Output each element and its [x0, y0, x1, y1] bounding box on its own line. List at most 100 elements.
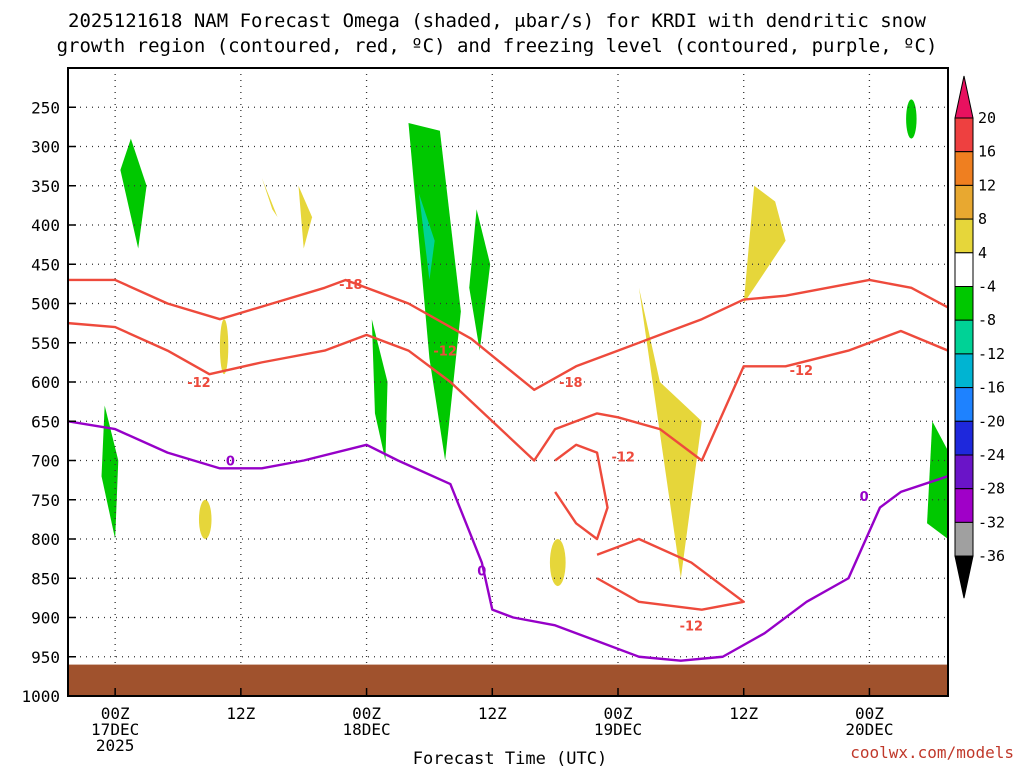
omega-region-6: [906, 99, 917, 139]
x-tick-label-4-1: 19DEC: [594, 720, 642, 739]
contour-lines: [68, 278, 948, 662]
x-tick-label-6-0: 00Z: [855, 704, 884, 723]
omega-shading-layer: [101, 99, 948, 587]
omega-region-14: [198, 499, 212, 539]
y-tick-label-13: 900: [31, 609, 60, 628]
contour-line-4: [68, 420, 948, 662]
colorbar-swatch-10: [954, 420, 974, 456]
contour-label-2: -12: [187, 376, 211, 391]
y-tick-label-6: 550: [31, 334, 60, 353]
omega-region-8: [261, 177, 278, 218]
x-tick-label-3-0: 12Z: [478, 704, 507, 723]
contour-label-0: -18: [339, 278, 363, 293]
omega-region-7: [418, 193, 435, 280]
colorbar-bottom-arrow: [954, 555, 974, 599]
y-tick-label-5: 500: [31, 295, 60, 314]
x-tick-label-0-2: 2025: [96, 736, 135, 755]
x-tick-label-5-0: 12Z: [729, 704, 758, 723]
y-tick-label-9: 700: [31, 452, 60, 471]
colorbar-label-0: 20: [978, 109, 996, 127]
colorbar-label-3: 8: [978, 210, 987, 228]
y-tick-label-12: 850: [31, 569, 60, 588]
omega-region-10: [219, 319, 229, 375]
contour-label-8: 0: [477, 564, 486, 579]
y-tick-label-11: 800: [31, 530, 60, 549]
colorbar-label-7: -12: [978, 345, 1005, 363]
omega-region-4: [469, 209, 491, 351]
x-tick-label-0-0: 00Z: [101, 704, 130, 723]
colorbar-swatch-1: [954, 117, 974, 153]
y-tick-label-15: 1000: [21, 687, 60, 706]
y-tick-label-1: 300: [31, 138, 60, 157]
omega-region-13: [549, 539, 566, 587]
colorbar-swatch-13: [954, 521, 974, 557]
colorbar-label-9: -20: [978, 412, 1005, 430]
colorbar-label-2: 12: [978, 176, 996, 194]
y-tick-label-3: 400: [31, 216, 60, 235]
contour-label-1: -12: [433, 345, 457, 360]
colorbar-label-1: 16: [978, 143, 996, 161]
contour-line-0: [68, 278, 948, 392]
y-tick-label-10: 750: [31, 491, 60, 510]
omega-region-3: [371, 319, 388, 461]
plot-area: -18 -12 -12 -18 -12 -12 -12 0 0 0: [68, 68, 948, 696]
colorbar-label-6: -8: [978, 311, 996, 329]
contour-label-5: -12: [790, 364, 814, 379]
x-tick-label-2-1: 18DEC: [342, 720, 390, 739]
omega-region-1: [101, 405, 119, 539]
colorbar-label-4: 4: [978, 244, 987, 262]
contour-line-1: [68, 321, 948, 462]
y-tick-label-7: 600: [31, 373, 60, 392]
y-tick-label-0: 250: [31, 98, 60, 117]
y-axis: 250 300 350 400 450 500 550 600 650 700 750 800 850 9…: [21, 98, 76, 706]
omega-region-0: [120, 138, 147, 249]
colorbar-swatch-4: [954, 218, 974, 254]
colorbar-label-13: -36: [978, 547, 1005, 565]
colorbar-label-12: -32: [978, 513, 1005, 531]
colorbar-swatch-5: [954, 252, 974, 288]
colorbar-swatch-11: [954, 454, 974, 490]
y-tick-label-14: 950: [31, 648, 60, 667]
contour-line-3: [596, 537, 745, 611]
x-tick-label-4-0: 00Z: [604, 704, 633, 723]
colorbar-swatch-6: [954, 286, 974, 321]
colorbar-swatch-8: [954, 353, 974, 389]
x-tick-label-0-1: 17DEC: [91, 720, 139, 739]
omega-region-5: [927, 421, 948, 539]
watermark: coolwx.com/models: [850, 743, 1014, 762]
terrain-fill: [68, 664, 948, 696]
colorbar-swatch-12: [954, 488, 974, 523]
contour-label-9: 0: [860, 490, 869, 505]
colorbar-swatch-2: [954, 151, 974, 186]
colorbar-top-arrow: [954, 75, 974, 119]
terrain-layer: [68, 664, 948, 696]
colorbar-swatch-9: [954, 387, 974, 422]
colorbar-label-8: -16: [978, 379, 1005, 397]
contour-label-4: -12: [611, 451, 635, 466]
contour-labels: -18 -12 -12 -18 -12 -12 -12 0 0 0: [187, 278, 869, 634]
contour-label-6: -12: [680, 619, 704, 634]
y-tick-label-2: 350: [31, 177, 60, 196]
y-tick-label-4: 450: [31, 255, 60, 274]
colorbar-label-10: -24: [978, 446, 1005, 464]
omega-region-9: [298, 185, 313, 249]
colorbar-label-5: -4: [978, 278, 996, 296]
y-tick-label-8: 650: [31, 412, 60, 431]
contour-label-3: -18: [559, 376, 583, 391]
colorbar: 20 16 12 8 4 -4 -8 -12 -16 -20 -24 -28 -32 -36: [954, 75, 1005, 599]
x-tick-label-1-0: 12Z: [226, 704, 255, 723]
x-axis-label: Forecast Time (UTC): [413, 749, 607, 768]
chart-subtitle: growth region (contoured, red, ºC) and f…: [57, 35, 938, 57]
colorbar-swatch-3: [954, 184, 974, 220]
contour-label-7: 0: [226, 455, 235, 470]
colorbar-swatch-7: [954, 319, 974, 355]
omega-region-12: [743, 185, 786, 304]
omega-region-11: [638, 287, 702, 579]
omega-region-2: [408, 122, 461, 461]
contour-line-2: [554, 443, 609, 541]
x-tick-label-2-0: 00Z: [352, 704, 381, 723]
colorbar-label-11: -28: [978, 480, 1005, 498]
x-tick-label-6-1: 20DEC: [845, 720, 893, 739]
